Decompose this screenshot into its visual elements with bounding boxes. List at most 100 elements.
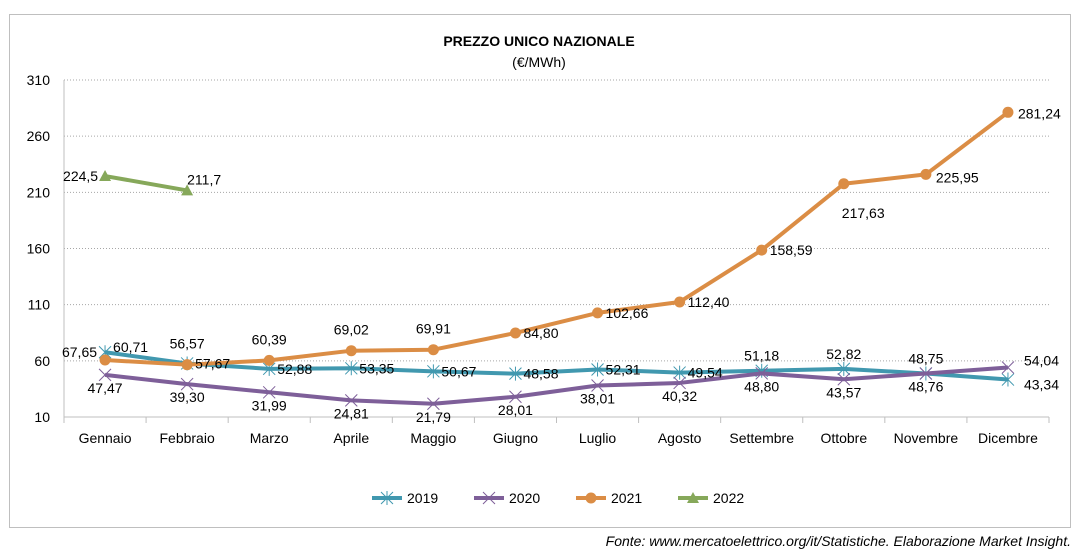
data-label: 69,91 [416, 321, 451, 337]
data-label: 47,47 [88, 380, 123, 396]
marker-circle [674, 296, 686, 308]
data-label: 57,67 [195, 355, 230, 371]
marker-circle [509, 327, 521, 339]
data-label: 60,39 [252, 331, 287, 347]
data-label: 43,57 [826, 384, 861, 400]
data-label: 56,57 [170, 336, 205, 352]
data-label: 84,80 [523, 325, 558, 341]
x-tick-label: Giugno [493, 430, 538, 446]
data-label: 217,63 [842, 205, 885, 221]
legend: 2019 2020 2021 2022 [372, 490, 744, 506]
x-tick-label: Dicembre [978, 430, 1038, 446]
chart-title: PREZZO UNICO NAZIONALE [443, 33, 634, 49]
data-label: 40,32 [662, 388, 697, 404]
marker-asterisk [380, 491, 394, 505]
marker-circle [585, 492, 597, 504]
marker-x [673, 376, 686, 390]
marker-triangle [99, 170, 112, 182]
data-label: 112,40 [688, 294, 730, 310]
marker-triangle [687, 492, 699, 503]
data-label: 48,80 [744, 378, 779, 394]
legend-label: 2021 [611, 490, 642, 506]
marker-x [482, 491, 496, 505]
labels-layer: 67,65 57,67 52,88 53,35 50,67 48,58 52,31 49,54… [62, 105, 1061, 424]
data-label: 50,67 [441, 363, 476, 379]
grid-layer: 10 60 110 160 210 260 310 Gennaio Febbraio Marzo A… [27, 72, 1050, 446]
x-tick-label: Maggio [410, 430, 456, 446]
marker-x [591, 379, 604, 392]
data-label: 43,34 [1024, 377, 1059, 393]
data-label: 39,30 [170, 389, 205, 405]
data-label: 211,7 [187, 171, 221, 187]
data-label: 281,24 [1018, 105, 1061, 121]
legend-label: 2022 [713, 490, 744, 506]
legend-label: 2019 [407, 490, 438, 506]
x-tick-label: Febbraio [159, 430, 214, 446]
data-label: 53,35 [359, 360, 394, 376]
marker-x [509, 390, 522, 404]
marker-x [262, 385, 276, 399]
y-tick-label: 60 [34, 353, 50, 369]
marker-circle [181, 359, 193, 371]
marker-circle [1002, 106, 1014, 118]
marker-asterisk [837, 361, 851, 376]
y-tick-label: 310 [27, 72, 51, 88]
data-label: 38,01 [580, 391, 615, 407]
data-label: 28,01 [498, 402, 533, 418]
data-label: 69,02 [334, 322, 369, 338]
marker-circle [756, 244, 768, 256]
marker-circle [427, 344, 439, 356]
data-label: 48,58 [523, 366, 558, 382]
data-label: 52,88 [277, 361, 312, 377]
y-tick-label: 210 [27, 184, 51, 200]
x-tick-label: Novembre [894, 430, 959, 446]
marker-x [344, 394, 358, 407]
data-label: 48,75 [908, 350, 943, 366]
legend-label: 2020 [509, 490, 540, 506]
marker-circle [263, 354, 275, 366]
series-line-2022 [104, 174, 188, 193]
x-tick-label: Agosto [658, 430, 702, 446]
data-label: 102,66 [606, 305, 649, 321]
source-note: Fonte: www.mercatoelettrico.org/it/Stati… [605, 533, 1071, 549]
marker-asterisk [344, 361, 358, 376]
data-label: 225,95 [936, 169, 979, 185]
marker-circle [838, 178, 850, 190]
x-tick-label: Aprile [333, 430, 369, 446]
marker-asterisk [509, 366, 522, 381]
y-tick-label: 260 [27, 128, 51, 144]
marker-asterisk [427, 364, 440, 379]
chart-subtitle: (€/MWh) [512, 54, 566, 70]
y-tick-label: 160 [27, 241, 51, 257]
marker-circle [920, 168, 932, 180]
marker-circle [592, 307, 604, 319]
data-label: 67,65 [62, 344, 97, 360]
marker-x [1001, 361, 1015, 374]
data-label: 48,76 [908, 378, 943, 394]
x-tick-label: Settembre [729, 430, 794, 446]
marker-x [919, 367, 933, 380]
data-label: 60,71 [113, 339, 148, 355]
data-label: 224,5 [63, 168, 98, 184]
y-tick-label: 10 [34, 409, 50, 425]
lines-layer [98, 106, 1015, 411]
marker-x [427, 397, 440, 411]
marker-x [837, 372, 851, 386]
series-line-2019 [104, 350, 1009, 382]
series-line-2020 [104, 365, 1009, 406]
marker-triangle [181, 184, 194, 196]
data-label: 49,54 [688, 365, 723, 381]
marker-asterisk [591, 362, 604, 377]
data-label: 52,82 [826, 346, 861, 362]
marker-circle [345, 345, 357, 357]
y-tick-label: 110 [28, 297, 51, 313]
data-label: 24,81 [334, 405, 369, 421]
data-label: 52,31 [606, 361, 641, 377]
marker-asterisk [673, 365, 686, 380]
data-label: 54,04 [1024, 353, 1059, 369]
data-label: 21,79 [416, 409, 451, 425]
chart-frame [9, 14, 1071, 528]
marker-x [180, 377, 194, 391]
marker-x [98, 368, 112, 382]
